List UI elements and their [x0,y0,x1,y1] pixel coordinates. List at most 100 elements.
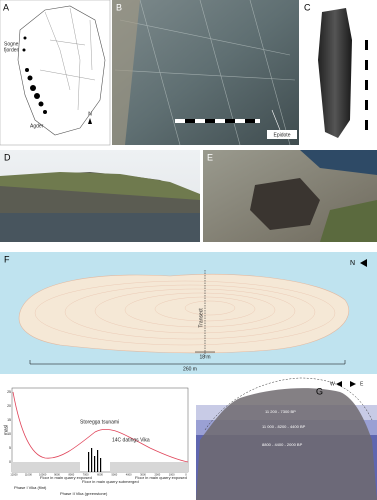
place-label: fjorden [4,47,20,53]
x-tick-label: 0 [185,473,187,477]
x-tick-label: 6000 [97,473,103,477]
panel-g: W E 11 200 - 7300 BP 11 000 - 8200 - 440… [196,377,377,500]
datings [88,448,102,472]
scale-label: 18 m [199,354,210,360]
y-tick-label: 20 [7,404,11,408]
large-scale-bar [29,360,346,365]
water [0,213,200,242]
vegetation [320,200,377,242]
place-label: Agder [30,123,44,129]
y-tick-label: 10 [7,432,11,436]
site [38,101,44,107]
sea [300,150,377,175]
photo [112,0,299,145]
x-tick-label: 11000 [25,473,33,477]
place-label: Sogne [4,41,19,47]
island-outline [18,273,350,354]
vegetation [0,172,200,200]
x-tick-label: 3000 [140,473,146,477]
panel-a: A Sogne fjorden Agder N [0,0,111,146]
contours [34,280,336,346]
north-arrow [88,118,92,124]
x-tick-label: 9000 [54,473,60,477]
x-tick-label: 8000 [68,473,74,477]
scale-label: 260 m [183,366,197,372]
sites [22,36,47,114]
dating [100,458,102,472]
y-tick-label: 5 [9,446,11,450]
contour [124,292,276,328]
dating [91,448,93,472]
contour [34,280,336,346]
artefact [318,8,352,138]
site [23,36,27,40]
direction-arrows [336,381,356,387]
contour [184,300,236,316]
site [30,85,36,91]
x-ticks: 12000 11000 10000 9000 8000 7000 6000 5000 4000 3… [10,473,187,477]
band-label: 11 200 - 7300 BP [265,409,296,414]
callout-box [267,130,297,139]
scale-bar [175,119,260,123]
annotation: Floor in main quarry submerged [82,479,139,484]
site [25,68,29,72]
coastline [17,5,106,136]
site [43,110,47,114]
dating [88,452,90,472]
north-label: N [88,111,92,117]
phase-label: Phase I Vika (flint) [14,485,47,490]
tick [365,50,368,60]
scale-ticks [365,50,368,120]
panel-d: D [0,150,200,242]
west-label: W [330,381,335,387]
y-ticks: 25 20 15 10 5 0 [7,390,11,464]
tick [245,119,255,123]
band-label: 8800 - 4400 - 2000 BP [262,442,303,447]
annotation: Epidote [274,132,291,138]
y-axis-label: masl [3,425,9,436]
x-tick-label: 1000 [169,473,175,477]
annotation: 14C datings Vika [112,437,150,443]
transect-label: Transect [198,308,204,328]
reconstructed-surface [204,377,373,431]
panel-label: D [4,152,11,162]
panel-label: F [4,254,10,264]
x-tick-label: 12000 [10,473,18,477]
annotation: Storegga tsunami [80,419,119,425]
phase-shade [12,462,80,472]
veins [114,0,296,146]
site [22,48,26,52]
panel-c: C [300,0,377,145]
x-tick-label: 7000 [83,473,89,477]
pointer [271,109,281,131]
scale-bar [365,40,368,130]
panel-label: C [304,2,311,12]
contour [64,284,316,340]
contour [94,288,296,334]
quarry-pool [250,178,320,230]
tick [205,119,215,123]
tick [365,70,368,80]
dating [97,450,99,472]
y-tick-label: 25 [7,390,11,394]
site [27,75,33,81]
rock-profile [196,388,377,500]
phase-shade [110,462,188,472]
north-arrow [360,259,367,267]
dating [94,456,96,472]
x-tick-label: 5000 [111,473,117,477]
panel-label: B [116,2,122,12]
north-label: N [350,260,355,267]
rock-edge [112,0,140,145]
y-tick-label: 0 [9,460,11,464]
annotation: Floor in main quarry exposed [40,475,92,480]
scale-ticks [185,119,255,123]
panel-label: A [3,2,9,12]
band-label: 11 000 - 8200 - 4400 BP [262,424,306,429]
tick [365,110,368,120]
x-tick-label: 2000 [154,473,160,477]
annotation: Floor in main quarry exposed [135,475,187,480]
